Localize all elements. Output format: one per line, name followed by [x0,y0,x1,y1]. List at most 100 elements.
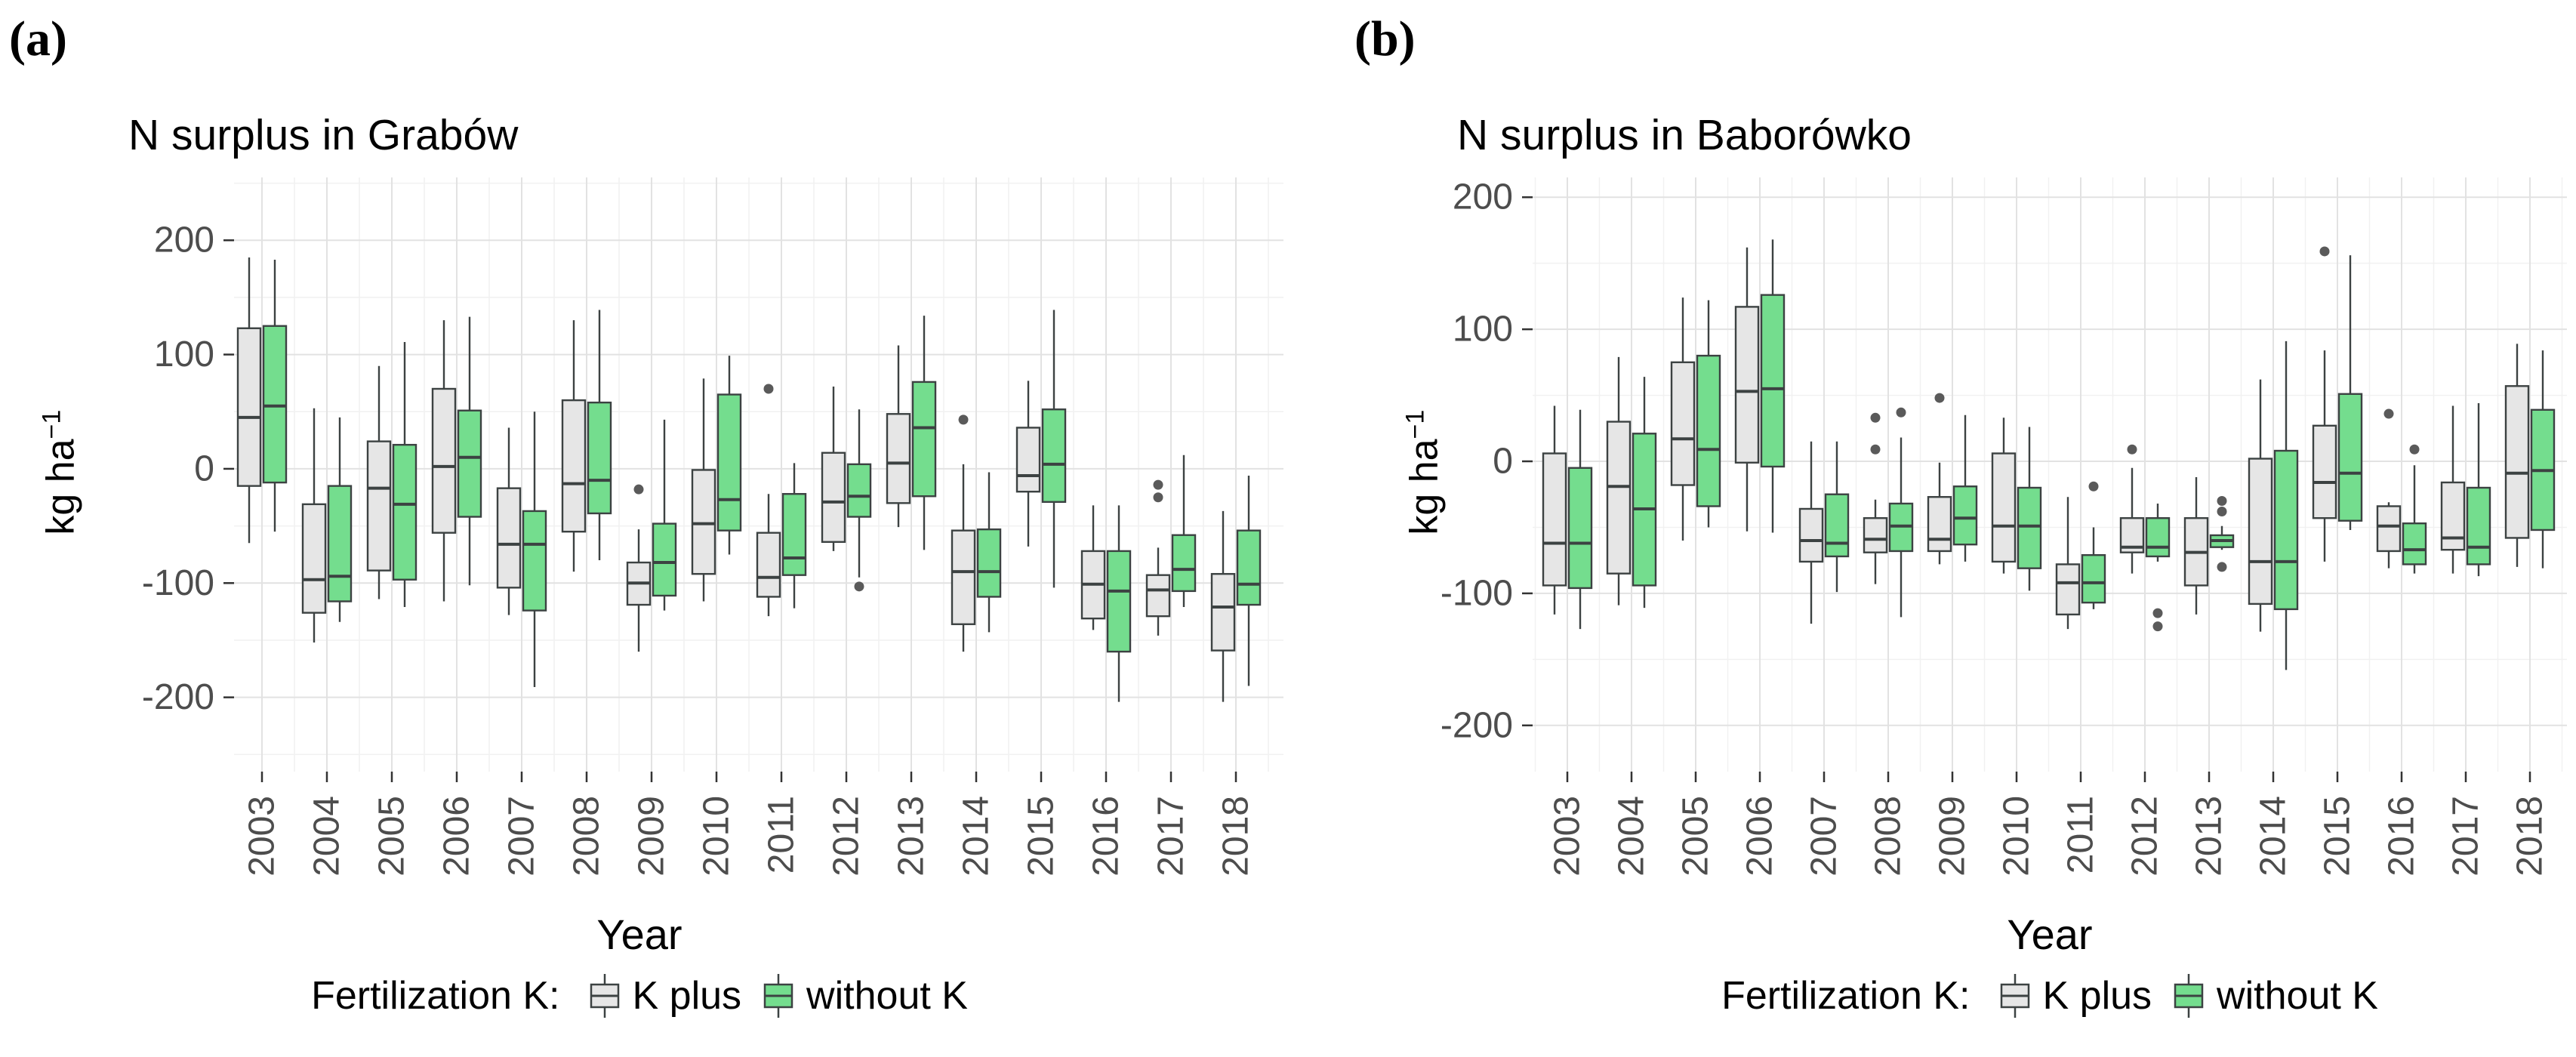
x-axis-label-a: Year [596,911,683,958]
x-tick-label: 2018 [2510,796,2550,877]
x-tick-label: 2011 [2061,796,2101,874]
outlier-point [2217,495,2227,506]
legend-item-without-k: without K [2171,972,2378,1019]
y-axis-label-a: kg ha−1 [37,352,83,593]
outlier-point [2088,481,2099,492]
boxplot-svg-b: 200 100 0 -100 -200 2003 2004 2005 2006 2007 2008 2… [1441,177,2567,877]
legend-a: Fertilization K: K plus without K [115,972,1164,1019]
x-tick-label: 2008 [567,796,607,877]
boxplot-box [1734,306,1760,464]
x-tick-label: 2006 [437,796,477,877]
outlier-point [2409,444,2420,455]
boxplot-box [1991,452,2017,563]
boxplot-box [392,443,418,581]
legend-item-label: K plus [2042,974,2152,1018]
boxplot-box [886,413,911,504]
y-axis-label-text: kg ha [1402,439,1447,535]
legend-title: Fertilization K: [1721,974,1971,1018]
chart-title-a: N surplus in Grabów [128,111,519,159]
boxplot-box [2337,393,2363,522]
boxplot-box [236,327,262,487]
x-tick-label: 2017 [1151,796,1191,877]
boxplot-box [1171,534,1197,593]
boxplot-box [2145,517,2171,558]
boxplot-box [366,440,392,572]
x-tick-label: 2012 [827,796,867,877]
y-tick-label: 100 [154,334,214,374]
x-tick-label: 2015 [1021,796,1062,877]
x-tick-label: 2015 [2318,796,2358,877]
y-axis-label-b: kg ha−1 [1400,352,1447,593]
boxplot-box [1106,550,1132,653]
x-tick-label: 2007 [1804,796,1844,877]
y-tick-label: 0 [1493,442,1513,482]
boxplot-box [301,503,327,614]
y-tick-label: -200 [1441,705,1513,745]
boxplot-box [561,399,587,533]
x-tick-label: 2017 [2446,796,2486,877]
x-tick-label: 2012 [2125,796,2165,877]
legend-key-without-k-icon [763,974,793,1018]
boxplot-box [756,532,781,598]
boxplot-box [262,325,288,484]
outlier-point [2319,246,2330,257]
y-tick-label: 200 [1453,177,1513,217]
boxplot-box [1863,517,1888,553]
outlier-point [633,484,644,495]
x-tick-label: 2005 [1676,796,1716,877]
boxplot-box [2402,522,2427,565]
boxplot-box [781,493,807,576]
boxplot-box [1927,496,1952,553]
boxplot-box [1798,507,1824,563]
chart-title-b: N surplus in Baborówko [1457,111,1912,159]
outlier-point [1153,479,1163,490]
boxplot-box [587,401,612,515]
y-axis-label-exponent: −1 [37,409,66,439]
boxplot-box [1606,421,1632,575]
x-tick-label: 2018 [1216,796,1256,877]
legend-item-label: without K [806,974,968,1018]
legend-item-label: without K [2217,974,2378,1018]
y-tick-label: -100 [142,563,214,603]
boxplot-box [2376,505,2402,553]
boxplot-box [1041,408,1067,504]
x-tick-label: 2004 [307,796,347,877]
boxplot-box [1696,354,1721,507]
outlier-point [1870,444,1881,455]
boxplot-box [1760,294,1786,468]
boxplot-box [976,528,1002,598]
boxplot-box [846,463,872,518]
y-axis-label-exponent: −1 [1400,409,1430,439]
x-tick-label: 2006 [1740,796,1780,877]
x-tick-label: 2009 [632,796,672,877]
boxplot-box [2466,486,2491,565]
outlier-point [2152,608,2163,618]
outlier-point [1870,412,1881,423]
boxplot-box [1015,427,1041,493]
panel-b: (b) N surplus in Baborówko 200 100 0 -100 -2… [1288,0,2576,1057]
x-tick-label: 2016 [1086,796,1126,877]
x-tick-label: 2003 [1548,796,1588,877]
outlier-point [854,581,864,592]
boxplot-box [1824,493,1850,558]
boxplot-box [911,381,937,498]
outlier-point [1153,492,1163,503]
outlier-point [2383,408,2394,419]
y-tick-label: 100 [1453,310,1513,350]
boxplot-box [1567,467,1593,590]
y-tick-label: 0 [194,448,214,488]
boxplot-box [2273,449,2299,611]
boxplot-box [2248,458,2273,606]
legend-item-k-plus: K plus [1998,972,2152,1019]
legend-item-without-k: without K [761,972,968,1019]
x-tick-label: 2013 [892,796,932,877]
legend-b: Fertilization K: K plus without K [1533,972,2567,1019]
y-tick-label: -200 [142,677,214,717]
x-tick-label: 2004 [1612,796,1652,877]
boxplot-box [951,529,976,625]
boxplot-box [1952,485,1978,546]
x-tick-label: 2008 [1869,796,1909,877]
boxplot-box [716,393,742,532]
x-axis-label-b: Year [2007,911,2093,958]
boxplot-box [2440,481,2466,551]
